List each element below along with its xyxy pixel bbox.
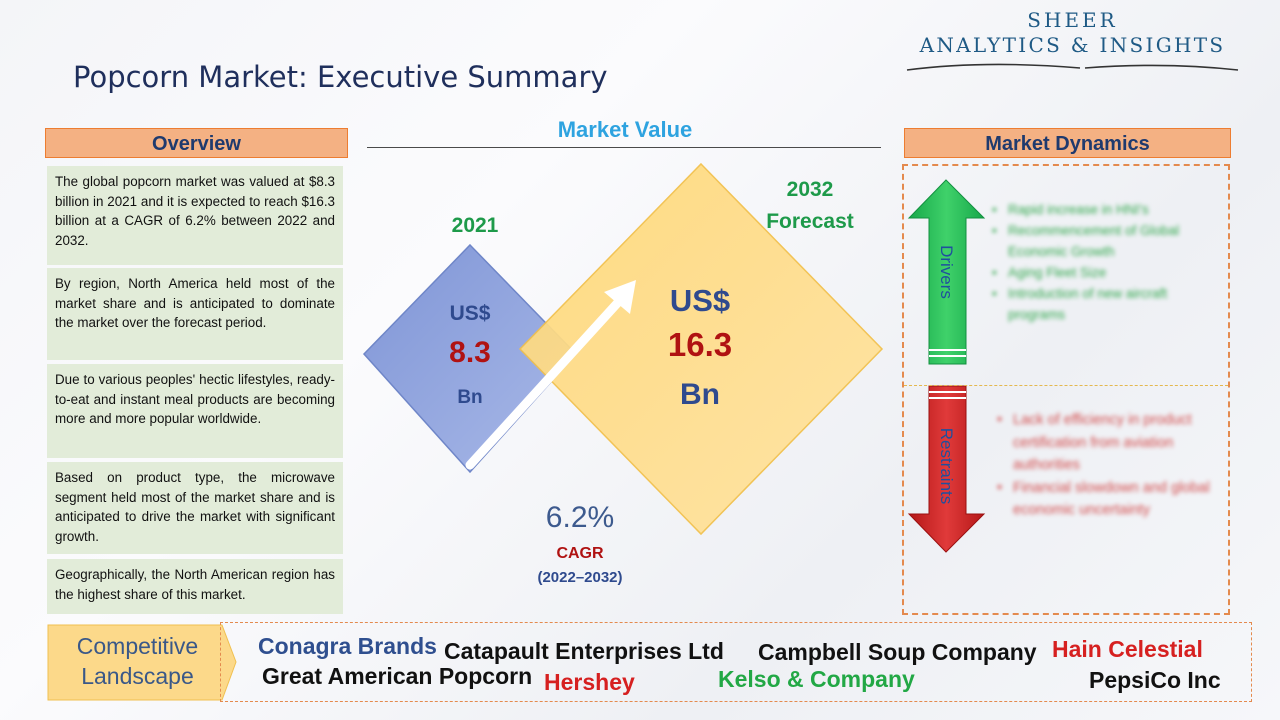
company-name: Kelso & Company <box>718 666 915 692</box>
overview-item-1: The global popcorn market was valued at … <box>47 166 343 265</box>
restraints-arrow-icon <box>907 385 986 553</box>
company-name: Catapault Enterprises Ltd <box>444 638 724 664</box>
value-2021-currency: US$ <box>449 302 491 325</box>
competitive-landscape-label: Competitive Landscape <box>55 631 220 691</box>
driver-item: Recommencement of Global Economic Growth <box>992 220 1220 262</box>
value-2021-amount: 8.3 <box>449 336 491 369</box>
logo-swoosh-icon <box>906 63 1239 71</box>
value-2032-amount: 16.3 <box>667 326 733 363</box>
cl-label-line2: Landscape <box>81 663 194 689</box>
drivers-arrow-icon <box>907 179 986 365</box>
cagr-label: CAGR <box>556 545 604 562</box>
forecast-2032-label: 2032 Forecast <box>766 178 854 233</box>
driver-item: Rapid increase in HNI's <box>992 199 1220 220</box>
market-value-divider <box>367 147 881 148</box>
year-2021-label: 2021 <box>451 214 499 237</box>
market-dynamics-header: Market Dynamics <box>904 128 1231 158</box>
competitive-landscape-chevron <box>47 624 237 701</box>
page-title: Popcorn Market: Executive Summary <box>73 60 608 94</box>
company-name: Hain Celestial <box>1052 636 1203 662</box>
value-2032-diamond <box>518 162 884 536</box>
logo-line2: ANALYTICS & INSIGHTS <box>919 33 1226 57</box>
restraint-item: Financial slowdown and global economic u… <box>997 477 1219 522</box>
market-value-title: Market Value <box>557 117 693 142</box>
market-dynamics-box <box>902 164 1230 615</box>
brand-logo: SHEER ANALYTICS & INSIGHTS <box>905 8 1240 76</box>
driver-item: Introduction of new aircraft programs <box>992 283 1220 325</box>
cagr-value: 6.2% <box>545 501 615 534</box>
company-name: PepsiCo Inc <box>1089 667 1221 693</box>
cagr-period: (2022–2032) <box>537 569 623 586</box>
value-2021-unit: Bn <box>457 387 483 408</box>
overview-item-4: Based on product type, the microwave seg… <box>47 462 343 554</box>
restraint-item: Lack of efficiency in product certificat… <box>997 409 1219 477</box>
competitive-landscape-box <box>220 622 1252 702</box>
drivers-label: Drivers <box>937 245 956 299</box>
market-dynamics-divider <box>904 385 1228 386</box>
overview-item-2: By region, North America held most of th… <box>47 268 343 360</box>
company-name: Conagra Brands <box>258 633 437 659</box>
company-name: Great American Popcorn <box>262 663 533 689</box>
cl-label-line1: Competitive <box>76 633 199 659</box>
driver-item: Aging Fleet Size <box>992 262 1220 283</box>
overview-item-5: Geographically, the North American regio… <box>47 559 343 614</box>
company-name: Campbell Soup Company <box>758 639 1037 665</box>
value-2032-currency: US$ <box>669 283 731 318</box>
value-2032-unit: Bn <box>680 378 720 411</box>
restraints-label: Restraints <box>937 428 956 505</box>
overview-item-3: Due to various peoples' hectic lifestyle… <box>47 364 343 458</box>
overview-header: Overview <box>45 128 348 158</box>
restraints-list: Lack of efficiency in product certificat… <box>997 409 1219 522</box>
logo-line1: SHEER <box>1027 8 1118 32</box>
company-name: Hershey <box>544 669 635 695</box>
value-2021-diamond <box>362 243 578 474</box>
growth-arrow-icon <box>465 280 636 470</box>
drivers-list: Rapid increase in HNI's Recommencement o… <box>992 199 1220 325</box>
